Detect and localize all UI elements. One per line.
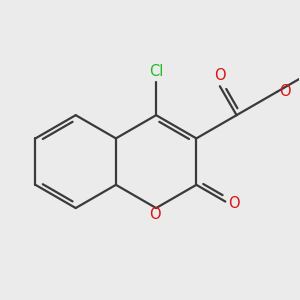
Text: O: O: [149, 207, 161, 222]
Text: Cl: Cl: [149, 64, 163, 80]
Text: O: O: [279, 84, 290, 99]
Text: O: O: [214, 68, 226, 83]
Text: O: O: [228, 196, 239, 211]
